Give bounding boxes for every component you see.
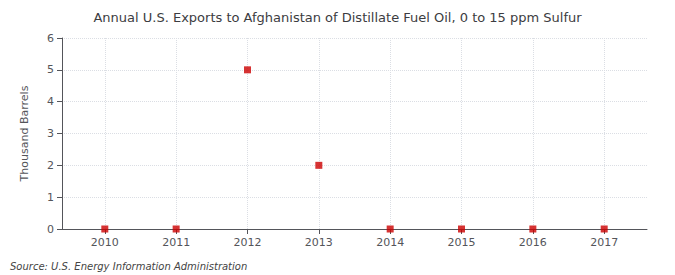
svg-text:2012: 2012 [233,236,261,249]
svg-text:0: 0 [47,223,54,236]
svg-text:2011: 2011 [162,236,190,249]
svg-text:5: 5 [47,63,54,76]
svg-text:2013: 2013 [305,236,333,249]
svg-text:6: 6 [47,32,54,45]
svg-text:2015: 2015 [448,236,476,249]
svg-text:2010: 2010 [91,236,119,249]
svg-text:Annual U.S. Exports to Afghani: Annual U.S. Exports to Afghanistan of Di… [93,10,582,25]
svg-text:2014: 2014 [376,236,404,249]
svg-text:4: 4 [47,95,54,108]
svg-text:1: 1 [47,191,54,204]
svg-text:2017: 2017 [590,236,618,249]
svg-text:3: 3 [47,127,54,140]
svg-text:Source: U.S. Energy Informatio: Source: U.S. Energy Information Administ… [10,261,247,272]
svg-text:2016: 2016 [519,236,547,249]
svg-text:2: 2 [47,159,54,172]
svg-text:Thousand Barrels: Thousand Barrels [18,85,31,182]
